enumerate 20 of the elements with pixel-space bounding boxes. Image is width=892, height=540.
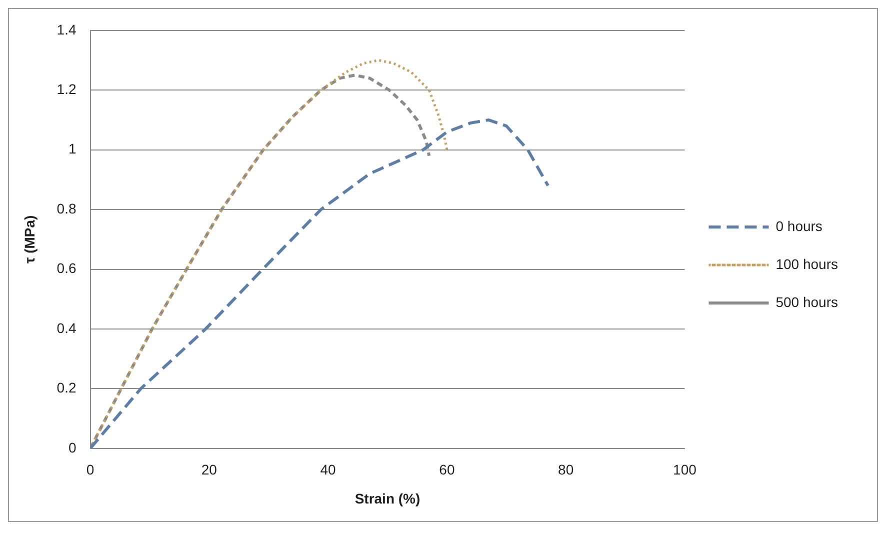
x-tick-label: 80 <box>558 462 574 478</box>
y-tick-label: 1.4 <box>56 21 76 38</box>
legend-label: 0 hours <box>776 218 822 234</box>
y-tick-label: 0.2 <box>56 380 76 396</box>
x-tick-label: 40 <box>320 462 336 478</box>
line-series <box>90 118 550 448</box>
y-axis-title: τ (MPa) <box>21 215 38 264</box>
x-tick-label: 60 <box>439 462 455 478</box>
y-tick-label: 1 <box>68 140 76 157</box>
y-tick-label: 1.2 <box>56 80 76 97</box>
y-tick-label: 0.4 <box>56 320 76 336</box>
x-axis-title: Strain (%) <box>354 490 420 506</box>
y-tick-label: 0 <box>68 439 76 456</box>
y-tick-label: 0.6 <box>56 260 76 276</box>
legend-label: 500 hours <box>776 294 838 310</box>
x-tick-label: 100 <box>673 462 697 478</box>
x-tick-label: 0 <box>86 462 94 478</box>
x-tick-label: 20 <box>201 462 218 478</box>
legend-label: 100 hours <box>776 256 838 272</box>
y-tick-label: 0.8 <box>56 200 76 216</box>
